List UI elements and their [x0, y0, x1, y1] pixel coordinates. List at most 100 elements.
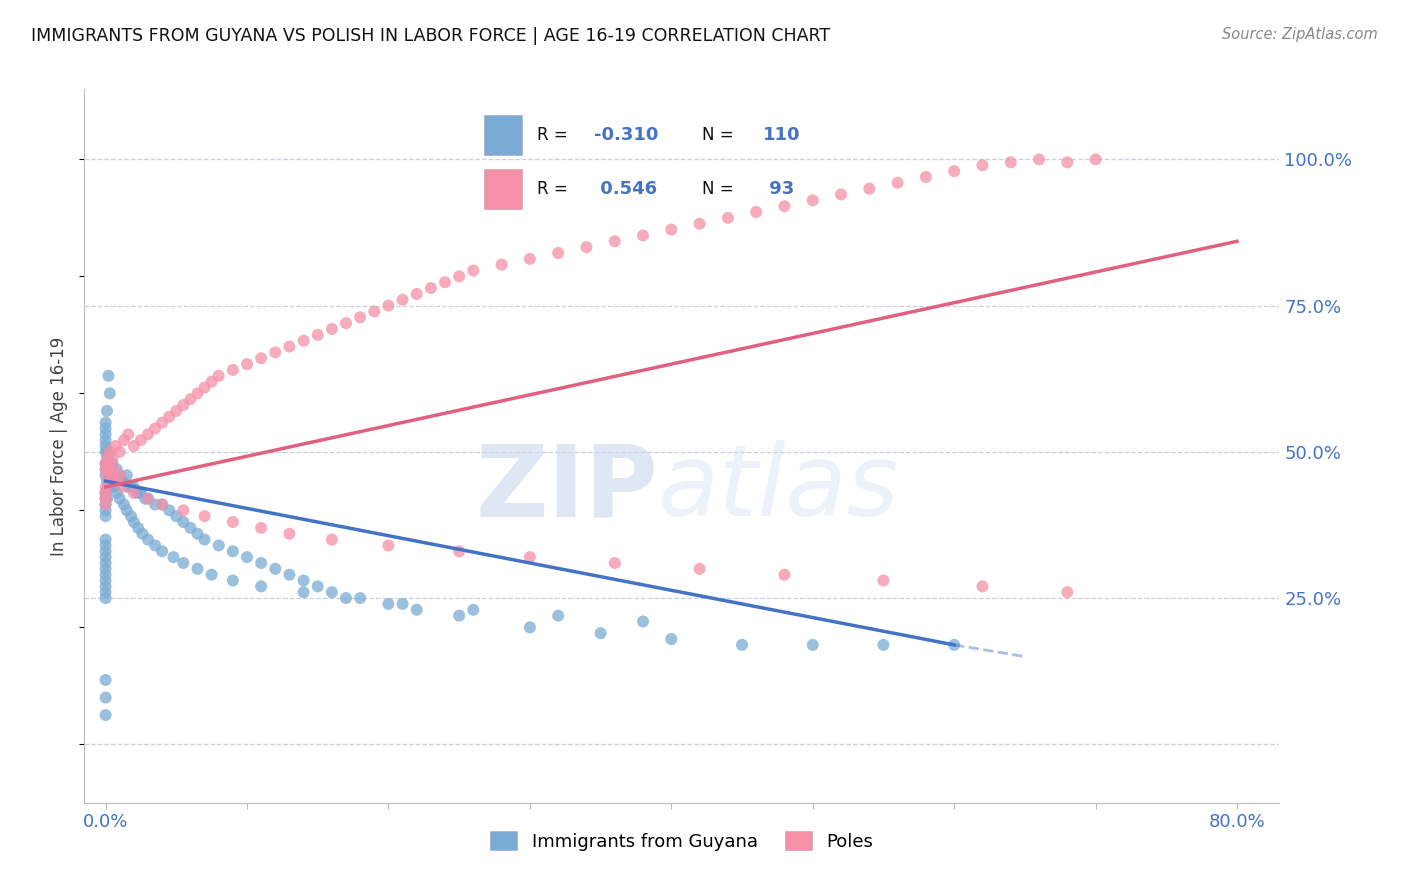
Point: [98, 457, 121, 471]
Point: [278, 567, 301, 582]
Point: [165, 509, 187, 524]
Point: [292, 334, 315, 348]
Point: [1028, 153, 1050, 167]
Point: [97, 450, 120, 465]
Point: [264, 562, 287, 576]
Point: [94, 457, 117, 471]
Point: [94, 416, 117, 430]
Point: [94, 485, 117, 500]
Point: [136, 491, 159, 506]
Point: [172, 398, 194, 412]
Point: [886, 176, 908, 190]
Point: [377, 538, 399, 552]
Point: [98, 386, 121, 401]
Point: [449, 544, 471, 558]
Point: [278, 340, 301, 354]
Point: [631, 228, 654, 243]
Point: [112, 433, 135, 447]
Point: [349, 310, 371, 325]
Point: [94, 544, 117, 558]
Point: [222, 515, 245, 529]
Point: [1056, 155, 1078, 169]
Point: [94, 439, 117, 453]
Point: [115, 468, 138, 483]
Point: [801, 638, 824, 652]
Point: [250, 351, 273, 366]
Point: [186, 386, 208, 401]
Point: [122, 515, 145, 529]
Point: [134, 491, 156, 506]
Point: [94, 708, 117, 723]
Text: atlas: atlas: [658, 441, 900, 537]
Point: [589, 626, 612, 640]
Point: [94, 509, 117, 524]
Point: [194, 509, 217, 524]
Point: [143, 498, 166, 512]
Point: [179, 392, 201, 407]
Point: [519, 252, 541, 266]
Point: [631, 615, 654, 629]
Point: [463, 263, 485, 277]
Point: [94, 491, 117, 506]
Point: [575, 240, 598, 254]
Point: [172, 515, 194, 529]
Point: [111, 480, 134, 494]
Point: [103, 462, 125, 476]
Point: [208, 368, 231, 383]
Point: [943, 638, 966, 652]
Point: [120, 509, 142, 524]
Point: [943, 164, 966, 178]
Point: [94, 585, 117, 599]
Point: [105, 462, 128, 476]
Point: [547, 608, 569, 623]
Point: [179, 521, 201, 535]
Point: [94, 445, 117, 459]
Point: [603, 556, 626, 570]
Point: [689, 562, 711, 576]
Point: [208, 538, 231, 552]
Point: [222, 574, 245, 588]
Point: [659, 222, 682, 236]
Point: [391, 597, 413, 611]
Point: [201, 567, 224, 582]
Point: [108, 445, 131, 459]
Point: [108, 468, 131, 483]
Point: [111, 474, 134, 488]
Point: [105, 485, 128, 500]
Point: [94, 498, 117, 512]
Point: [157, 503, 180, 517]
Point: [307, 327, 329, 342]
Legend: Immigrants from Guyana, Poles: Immigrants from Guyana, Poles: [484, 824, 880, 858]
Point: [94, 462, 117, 476]
Point: [307, 579, 329, 593]
Point: [335, 591, 357, 605]
Point: [122, 439, 145, 453]
Point: [127, 521, 149, 535]
Text: Source: ZipAtlas.com: Source: ZipAtlas.com: [1222, 27, 1378, 42]
Point: [98, 468, 121, 483]
Point: [97, 480, 120, 494]
Point: [194, 380, 217, 394]
Point: [94, 562, 117, 576]
Point: [97, 462, 120, 476]
Point: [363, 304, 385, 318]
Point: [236, 357, 259, 371]
Point: [103, 480, 125, 494]
Point: [405, 287, 427, 301]
Point: [94, 533, 117, 547]
Point: [194, 533, 217, 547]
Point: [96, 491, 118, 506]
Point: [129, 485, 152, 500]
Point: [105, 474, 128, 488]
Point: [222, 544, 245, 558]
Point: [745, 205, 768, 219]
Point: [101, 457, 124, 471]
Point: [335, 316, 357, 330]
Point: [150, 498, 173, 512]
Point: [100, 462, 122, 476]
Point: [136, 427, 159, 442]
Point: [321, 533, 343, 547]
Point: [94, 433, 117, 447]
Point: [186, 526, 208, 541]
Point: [117, 427, 139, 442]
